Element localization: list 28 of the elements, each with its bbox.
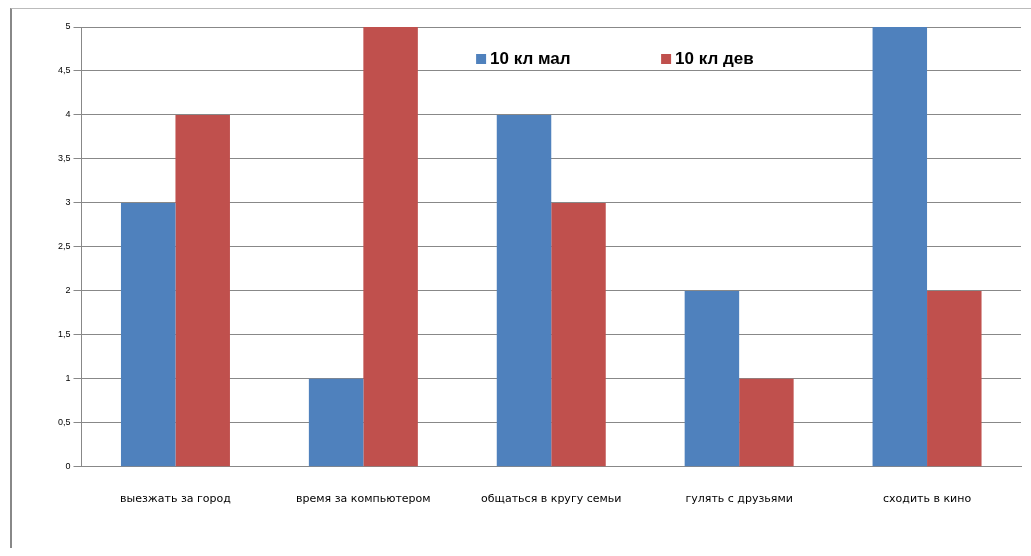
y-tick-label: 0 [65, 461, 71, 472]
y-tick-label: 1 [65, 373, 71, 384]
bar [551, 202, 606, 467]
bar [927, 290, 982, 467]
legend-label: 10 кл мал [490, 48, 571, 68]
x-tick-label: время за компьютером [296, 492, 431, 506]
y-tick-label: 3,5 [58, 153, 71, 164]
y-tick-label: 5 [65, 21, 71, 32]
y-tick-label: 2,5 [58, 241, 71, 252]
bar [496, 114, 552, 467]
bar [175, 114, 230, 467]
bar [872, 27, 928, 467]
bar [739, 378, 794, 467]
y-tick-label: 4,5 [58, 65, 71, 76]
x-tick-label: сходить в кино [882, 492, 972, 506]
y-tick-label: 0,5 [58, 417, 71, 428]
x-tick-label: выезжать за город [120, 492, 232, 506]
y-tick-label: 3 [65, 197, 71, 208]
y-tick-label: 4 [65, 109, 71, 120]
x-tick-label: гулять с друзьями [685, 492, 793, 506]
x-tick-label: общаться в кругу семьи [481, 492, 622, 506]
legend-label: 10 кл дев [675, 48, 754, 68]
y-tick-label: 2 [65, 285, 71, 296]
bar [363, 27, 418, 467]
y-tick-label: 1,5 [58, 329, 71, 340]
bar [120, 202, 176, 467]
bar [684, 290, 740, 467]
bar [308, 378, 364, 467]
